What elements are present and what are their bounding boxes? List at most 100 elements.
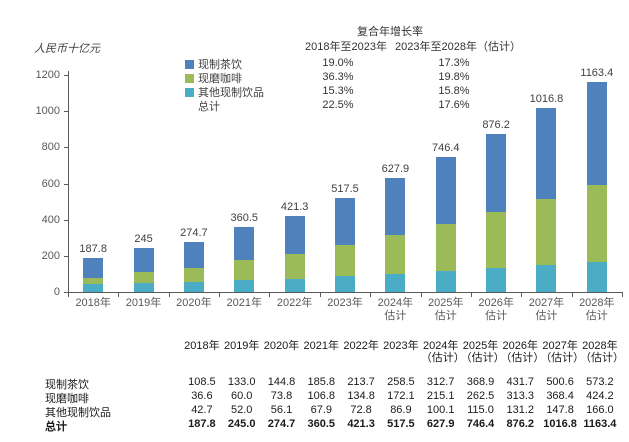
bar-total-label: 360.5 [230, 211, 259, 224]
table-cell: 166.0 [586, 404, 614, 416]
bar-segment-现磨咖啡 [435, 223, 456, 272]
table-cell: 627.9 [426, 418, 455, 430]
y-tick-mark [64, 147, 68, 149]
table-header-cell: 2025年 （估计） [460, 340, 505, 364]
bar-segment-现制茶饮 [586, 81, 607, 186]
table-row-label: 现磨咖啡 [45, 393, 89, 405]
x-tick-mark [219, 293, 221, 297]
x-category-label: 2023年 [327, 297, 363, 309]
y-tick-label: 400 [41, 213, 60, 226]
table-header-cell: 2026年 （估计） [500, 340, 545, 364]
table-cell: 115.0 [467, 404, 494, 416]
table-cell: 213.7 [347, 376, 375, 388]
table-cell: 52.0 [230, 404, 253, 416]
x-tick-mark [269, 293, 271, 297]
table-header-cell: 2019年 [223, 340, 260, 352]
table-header-cell: 2021年 [303, 340, 340, 352]
bar-segment-现制茶饮 [385, 178, 406, 235]
table-cell: 67.9 [310, 404, 332, 416]
table-cell: 147.8 [546, 404, 574, 416]
table-cell: 1163.4 [583, 418, 617, 430]
table-cell: 187.8 [188, 418, 216, 430]
bar-total-label: 1163.4 [580, 66, 614, 79]
bar-segment-现制茶饮 [284, 215, 305, 255]
table-header-cell: 2024年 （估计） [420, 340, 465, 364]
table-cell: 368.9 [466, 376, 495, 388]
y-tick-mark [64, 219, 68, 221]
bar-2025年 [435, 157, 456, 292]
legend-item: 现磨咖啡 [185, 71, 242, 85]
y-axis-unit-label: 人民币十亿元 [34, 43, 100, 55]
cagr-value-period1: 15.3% [322, 85, 354, 97]
x-tick-mark [68, 293, 69, 297]
bar-2019年 [133, 247, 154, 292]
x-category-label: 2024年 估计 [377, 297, 414, 322]
table-cell: 431.7 [506, 376, 535, 388]
table-cell: 106.8 [307, 390, 336, 402]
table-cell: 573.2 [586, 376, 614, 388]
legend-label: 其他现制饮品 [198, 87, 264, 99]
bar-total-label: 245 [134, 232, 153, 245]
bar-segment-现制茶饮 [335, 198, 355, 246]
y-tick-mark [64, 183, 68, 185]
table-header-cell: 2022年 [343, 340, 379, 352]
table-header-cell: 2020年 [263, 340, 300, 352]
bar-total-label: 187.8 [79, 243, 107, 256]
cagr-value-period1: 22.5% [322, 99, 354, 111]
cagr-value-period1: 36.3% [322, 71, 354, 83]
table-row-label: 其他现制饮品 [45, 407, 111, 419]
table-cell: 86.9 [390, 404, 412, 416]
bar-segment-其他现制饮品 [335, 276, 355, 292]
bar-total-label: 627.9 [381, 163, 410, 176]
bar-segment-其他现制饮品 [133, 282, 154, 292]
table-cell: 258.5 [387, 376, 415, 388]
table-cell: 42.7 [191, 404, 213, 416]
y-tick-label: 200 [41, 249, 60, 262]
bar-segment-其他现制饮品 [183, 281, 204, 292]
cagr-period2-header: 2023年至2028年（估计） [395, 41, 521, 53]
cagr-value-period1: 19.0% [322, 57, 354, 69]
x-category-label: 2028年 估计 [579, 297, 615, 322]
table-cell: 360.5 [307, 418, 336, 430]
x-category-label: 2021年 [226, 297, 262, 309]
table-cell: 185.8 [307, 376, 336, 388]
table-cell: 108.5 [188, 376, 216, 388]
x-tick-mark [118, 293, 120, 297]
bar-2024年 [385, 178, 406, 292]
table-cell: 172.1 [387, 390, 415, 402]
x-tick-mark [622, 293, 623, 297]
y-tick-mark [64, 255, 68, 257]
cagr-value-period2: 17.6% [438, 99, 470, 111]
bar-segment-现磨咖啡 [385, 234, 406, 274]
x-tick-mark [168, 293, 170, 297]
bar-segment-其他现制饮品 [284, 278, 305, 292]
x-category-label: 2018年 [75, 297, 111, 309]
cagr-title: 复合年增长率 [357, 26, 423, 38]
bar-segment-现制茶饮 [83, 258, 104, 278]
y-tick-mark [64, 75, 68, 76]
table-cell: 133.0 [227, 376, 256, 388]
legend-swatch-icon [185, 59, 194, 69]
x-category-label: 2027年 估计 [528, 297, 565, 322]
bar-segment-现磨咖啡 [133, 271, 154, 283]
legend-item: 现制茶饮 [185, 57, 242, 71]
y-tick-label: 600 [41, 177, 60, 190]
table-cell: 500.6 [546, 376, 574, 388]
bar-segment-现磨咖啡 [335, 245, 355, 277]
bar-2022年 [284, 215, 305, 292]
bar-segment-其他现制饮品 [586, 261, 607, 292]
legend-label: 现磨咖啡 [198, 73, 242, 85]
y-tick-label: 1000 [35, 105, 60, 118]
x-category-label: 2019年 [125, 297, 162, 309]
table-cell: 215.1 [426, 390, 455, 402]
bar-segment-现磨咖啡 [83, 277, 104, 285]
bar-segment-现制茶饮 [133, 247, 154, 272]
table-cell: 274.7 [267, 418, 296, 430]
x-category-label: 2025年 估计 [427, 297, 464, 322]
table-cell: 131.2 [506, 404, 535, 416]
cagr-value-period2: 19.8% [438, 71, 470, 83]
table-cell: 368.4 [546, 390, 574, 402]
y-tick-mark [64, 111, 68, 113]
table-cell: 134.8 [347, 390, 375, 402]
